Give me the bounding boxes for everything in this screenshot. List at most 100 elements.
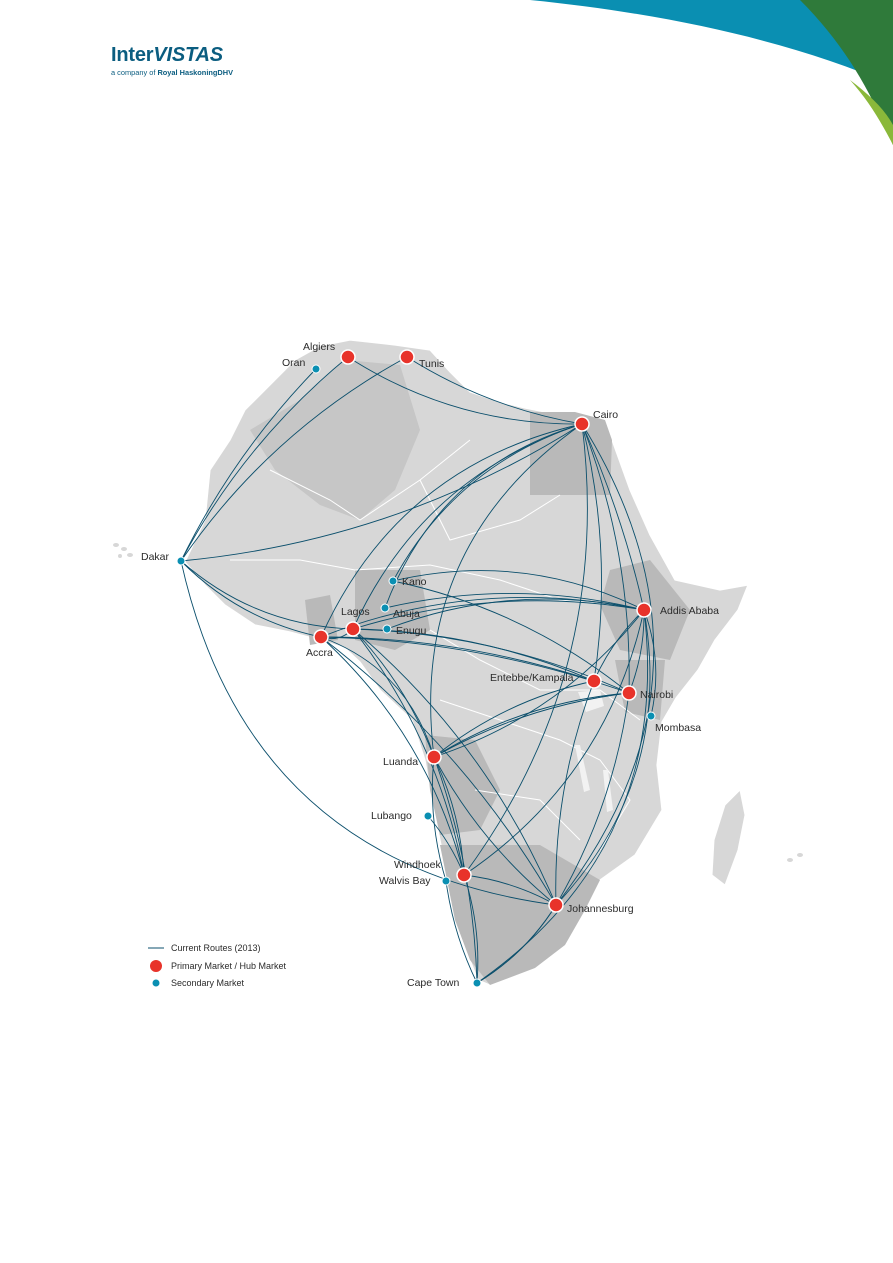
- label-lagos: Lagos: [341, 606, 370, 618]
- route-cairo-entebbe: [581, 423, 602, 682]
- route-dakar-cairo: [180, 423, 583, 562]
- route-entebbe-johannesburg: [555, 680, 595, 906]
- marker-kano: [388, 576, 398, 586]
- label-algiers: Algiers: [303, 341, 335, 353]
- marker-luanda: [426, 749, 442, 765]
- legend-secondary-swatch: [152, 979, 160, 987]
- island-4: [118, 554, 122, 558]
- route-walvis-capetown: [445, 880, 478, 984]
- label-entebbe: Entebbe/Kampala: [490, 672, 574, 684]
- route-luanda-walvis: [431, 756, 447, 882]
- city-labels: Algiers Oran Tunis Cairo Dakar Kano Lago…: [141, 341, 719, 989]
- logo-wordmark: InterVISTAS: [111, 44, 233, 66]
- route-cairo-addis: [581, 423, 645, 611]
- region-egypt: [530, 412, 612, 495]
- region-ghana: [305, 595, 338, 645]
- route-nairobi-luanda: [433, 692, 630, 758]
- route-accra-johannesburg: [320, 636, 557, 906]
- map-legend: Current Routes (2013) Primary Market / H…: [148, 943, 287, 988]
- label-nairobi: Nairobi: [640, 689, 673, 701]
- route-entebbe-luanda: [433, 680, 595, 758]
- route-addis-nairobi: [628, 609, 645, 694]
- mascarene-2: [797, 853, 803, 857]
- region-southern-africa: [440, 845, 600, 985]
- route-addis-kano: [392, 570, 645, 611]
- island-3: [127, 553, 133, 557]
- route-addis-windhoek: [463, 609, 645, 876]
- route-addis-luanda: [433, 609, 645, 758]
- legend-routes-label: Current Routes (2013): [171, 943, 261, 953]
- legend-primary-label: Primary Market / Hub Market: [171, 961, 287, 971]
- route-cairo-nairobi: [581, 423, 630, 694]
- marker-windhoek: [456, 867, 472, 883]
- island-2: [121, 547, 127, 551]
- marker-oran: [311, 364, 321, 374]
- island-1: [113, 543, 119, 547]
- route-dakar-johannesburg: [180, 560, 557, 906]
- label-oran: Oran: [282, 357, 306, 369]
- route-addis-capetown: [476, 609, 649, 984]
- route-cairo-windhoek: [463, 423, 588, 876]
- route-luanda-nairobi: [433, 692, 630, 758]
- label-mombasa: Mombasa: [655, 722, 701, 734]
- logo-tagline-prefix: a company of: [111, 68, 156, 77]
- route-cairo-johannesburg: [555, 423, 655, 906]
- route-cairo-luanda: [430, 423, 583, 758]
- marker-entebbe: [586, 673, 602, 689]
- city-markers: [176, 349, 656, 988]
- label-tunis: Tunis: [419, 358, 444, 370]
- route-cairo-kano: [392, 423, 583, 582]
- mascarene-islands: [787, 853, 803, 862]
- route-addis-mombasa: [643, 609, 657, 717]
- mascarene-1: [787, 858, 793, 862]
- label-walvis: Walvis Bay: [379, 875, 431, 887]
- label-lubango: Lubango: [371, 810, 412, 822]
- route-luanda-johannesburg: [433, 756, 557, 906]
- lake-malawi: [603, 770, 613, 812]
- logo-tagline: a company of Royal HaskoningDHV: [111, 68, 233, 77]
- route-windhoek-capetown: [463, 874, 479, 984]
- route-nairobi-johannesburg: [555, 692, 630, 906]
- route-lagos-luanda: [352, 628, 435, 758]
- route-addis-abuja: [384, 593, 645, 611]
- marker-addis: [636, 602, 652, 618]
- marker-dakar: [176, 556, 186, 566]
- marker-enugu: [382, 624, 392, 634]
- label-accra: Accra: [306, 647, 333, 659]
- africa-landmass: [113, 339, 803, 986]
- lake-tanganyika: [575, 745, 590, 792]
- marker-walvis: [441, 876, 451, 886]
- marker-accra: [313, 629, 329, 645]
- logo-vistas: VISTAS: [153, 44, 223, 66]
- route-cairo-accra: [320, 423, 583, 638]
- route-lagos-windhoek: [352, 628, 465, 876]
- route-tunis-cairo: [406, 356, 583, 425]
- label-capetown: Cape Town: [407, 977, 460, 989]
- legend-secondary-label: Secondary Market: [171, 978, 245, 988]
- route-dakar-lagos: [180, 560, 354, 630]
- intervistas-logo: InterVISTAS a company of Royal Haskoning…: [111, 44, 233, 77]
- label-luanda: Luanda: [383, 756, 418, 768]
- region-angola: [425, 735, 500, 835]
- route-nairobi-kano: [392, 580, 630, 694]
- logo-inter: Inter: [111, 44, 154, 66]
- madagascar: [711, 788, 746, 886]
- southern-border: [474, 789, 581, 841]
- label-addis: Addis Ababa: [660, 605, 719, 617]
- label-kano: Kano: [402, 576, 427, 588]
- logo-tagline-company: Royal HaskoningDHV: [157, 68, 234, 77]
- route-lagos-johannesburg: [352, 628, 557, 906]
- route-accra-luanda: [320, 636, 435, 758]
- route-addis-enugu: [386, 598, 645, 630]
- corner-decoration: [530, 0, 893, 145]
- route-accra-windhoek: [320, 636, 465, 876]
- route-addis-entebbe: [593, 609, 645, 682]
- cape-verde-islands: [113, 543, 133, 558]
- route-addis-johannesburg: [555, 609, 651, 906]
- route-dakar-accra: [180, 560, 322, 638]
- marker-mombasa: [646, 711, 656, 721]
- label-dakar: Dakar: [141, 551, 170, 563]
- route-entebbe-accra: [320, 636, 595, 682]
- marker-lubango: [423, 811, 433, 821]
